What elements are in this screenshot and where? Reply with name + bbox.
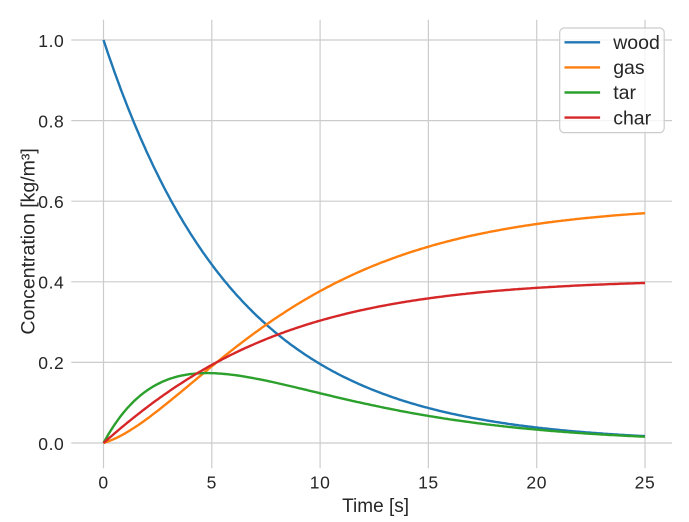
svg-text:tar: tar	[613, 82, 636, 104]
svg-text:char: char	[613, 107, 651, 129]
svg-text:wood: wood	[612, 32, 660, 54]
svg-text:0.2: 0.2	[38, 353, 64, 373]
svg-text:0.8: 0.8	[38, 111, 64, 131]
svg-text:10: 10	[310, 473, 331, 493]
svg-text:0.4: 0.4	[38, 273, 64, 293]
svg-text:Time [s]: Time [s]	[342, 496, 409, 517]
svg-text:20: 20	[526, 473, 547, 493]
svg-text:gas: gas	[613, 57, 645, 79]
svg-text:5: 5	[207, 473, 217, 493]
svg-text:0: 0	[98, 473, 108, 493]
svg-text:15: 15	[418, 473, 439, 493]
svg-text:Concentration [kg/m³]: Concentration [kg/m³]	[17, 148, 39, 334]
svg-text:0.0: 0.0	[38, 434, 64, 454]
svg-text:1.0: 1.0	[38, 31, 64, 51]
svg-text:0.6: 0.6	[38, 192, 64, 212]
svg-text:25: 25	[635, 473, 656, 493]
